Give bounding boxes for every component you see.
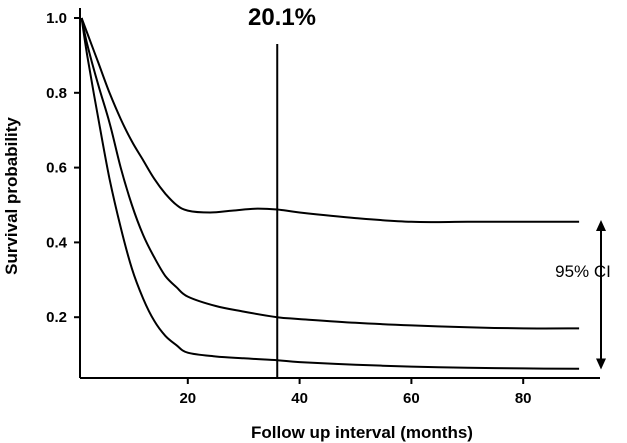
x-tick-label: 80	[515, 390, 532, 407]
y-tick-label: 0.6	[46, 160, 67, 177]
x-tick-label: 20	[179, 390, 196, 407]
survival-curve-estimate	[80, 17, 580, 330]
y-tick-label: 1.0	[46, 10, 67, 27]
y-tick-label: 0.4	[46, 234, 68, 251]
y-tick-label: 0.2	[46, 309, 67, 326]
annotations: 20.1% 95% CI	[248, 4, 611, 378]
x-ticks: 20 40 60 80	[179, 378, 532, 407]
survival-curve-upper-ci	[80, 17, 580, 224]
ci-arrow-head-down	[596, 358, 606, 370]
x-tick-label: 60	[403, 390, 420, 407]
ci-label: 95% CI	[555, 262, 611, 281]
curves	[80, 17, 580, 370]
x-tick-label: 40	[291, 390, 308, 407]
x-axis-title: Follow up interval (months)	[251, 423, 473, 442]
cutoff-percentage-label: 20.1%	[248, 4, 316, 31]
y-axis-title: Survival probability	[2, 117, 21, 275]
survival-curve-lower-ci	[80, 17, 580, 370]
ci-arrow-head-up	[596, 219, 606, 231]
y-ticks: 0.2 0.4 0.6 0.8 1.0	[46, 10, 80, 326]
y-tick-label: 0.8	[46, 85, 67, 102]
